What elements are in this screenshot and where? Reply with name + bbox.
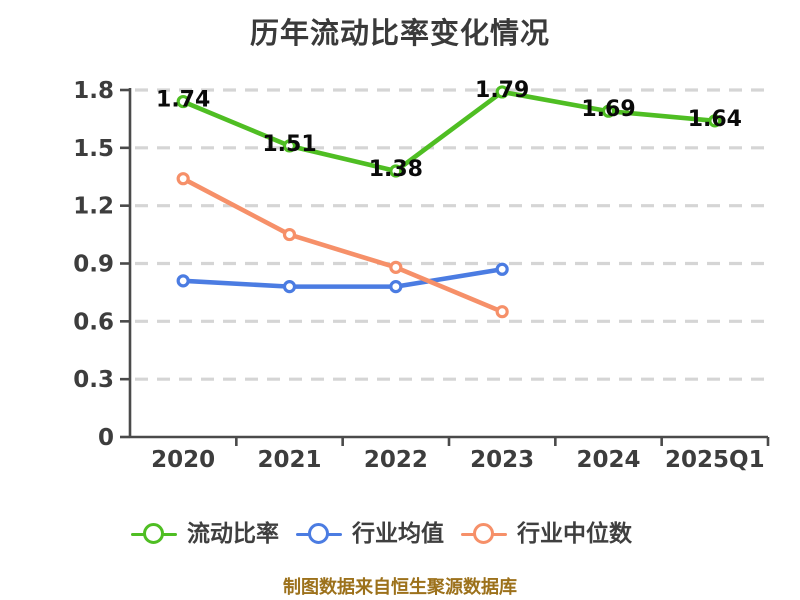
- legend-item-industry-average[interactable]: 行业均值: [296, 521, 444, 547]
- legend-dot-icon: [308, 523, 329, 544]
- data-point-industry-median: [176, 172, 190, 186]
- data-point-industry-median: [389, 260, 403, 274]
- legend-label: 行业均值: [352, 521, 444, 547]
- chart-title: 历年流动比率变化情况: [249, 16, 550, 50]
- series-line-industry-average: [180, 266, 505, 289]
- data-point-current-ratio: [601, 104, 616, 118]
- series-line-industry-median: [180, 176, 505, 314]
- x-tick-label: 2020: [151, 447, 215, 473]
- legend-marker-industry-median: [461, 523, 507, 545]
- data-point-industry-median: [282, 227, 297, 242]
- y-tick-label: 0.9: [73, 252, 114, 278]
- y-tick-label: 0: [98, 425, 114, 451]
- data-point-current-ratio: [708, 114, 722, 128]
- data-point-current-ratio: [176, 94, 190, 109]
- data-point-label-current-ratio: 1.51: [262, 132, 316, 157]
- data-point-label-current-ratio: 1.64: [688, 107, 742, 132]
- data-point-current-ratio: [389, 164, 403, 178]
- data-point-label-current-ratio: 1.38: [369, 157, 423, 182]
- data-point-label-current-ratio: 1.79: [475, 78, 529, 103]
- x-tick-label: 2022: [364, 447, 428, 473]
- data-point-label-current-ratio: 1.69: [581, 97, 635, 122]
- legend-item-industry-median[interactable]: 行业中位数: [461, 521, 632, 547]
- y-tick-label: 0.3: [73, 367, 114, 393]
- x-tick-label: 2024: [576, 447, 640, 473]
- x-tick-label: 2021: [257, 447, 321, 473]
- data-point-industry-median: [495, 305, 509, 319]
- y-tick-label: 1.2: [73, 194, 114, 220]
- y-tick-label: 1.5: [73, 136, 114, 162]
- legend-marker-current-ratio: [131, 523, 177, 545]
- legend-dot-icon: [473, 523, 494, 544]
- y-tick-label: 1.8: [73, 78, 114, 104]
- series-line-current-ratio: [180, 89, 718, 174]
- x-tick-label: 2023: [470, 447, 534, 473]
- data-point-industry-average: [495, 262, 509, 276]
- data-point-industry-average: [389, 280, 403, 294]
- data-point-industry-average: [176, 274, 190, 288]
- y-tick-label: 0.6: [73, 309, 114, 335]
- data-point-industry-average: [282, 280, 297, 294]
- data-point-label-current-ratio: 1.74: [156, 88, 210, 113]
- data-point-current-ratio: [282, 139, 297, 153]
- legend-marker-industry-average: [296, 523, 342, 545]
- legend-label: 行业中位数: [517, 521, 632, 547]
- x-tick-label: 2025Q1: [665, 447, 765, 473]
- chart-footer-credit: 制图数据来自恒生聚源数据库: [283, 577, 517, 598]
- legend-dot-icon: [143, 523, 164, 544]
- data-point-current-ratio: [495, 85, 509, 99]
- chart-legend: 流动比率 行业均值 行业中位数: [131, 521, 632, 547]
- legend-label: 流动比率: [187, 521, 279, 547]
- legend-item-current-ratio[interactable]: 流动比率: [131, 521, 279, 547]
